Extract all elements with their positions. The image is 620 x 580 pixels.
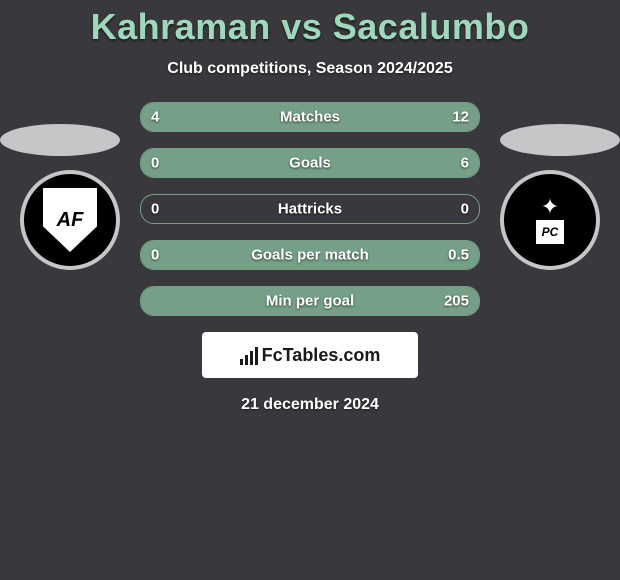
stat-value-left: 0 [151,247,159,264]
bar-chart-icon [240,345,258,365]
stat-label: Min per goal [266,293,354,310]
stat-value-left: 0 [151,201,159,218]
stat-value-right: 6 [461,155,469,172]
stat-label: Hattricks [278,201,342,218]
comparison-date: 21 december 2024 [0,396,620,414]
stat-value-left: 0 [151,155,159,172]
shield-icon: AF [43,188,97,252]
stat-row: 0 Goals 6 [140,148,480,178]
stat-row: 0 Hattricks 0 [140,194,480,224]
stat-label: Matches [280,109,340,126]
stat-row: 4 Matches 12 [140,102,480,132]
stats-panel: 4 Matches 12 0 Goals 6 0 Hattricks 0 0 G… [140,102,480,316]
comparison-title: Kahraman vs Sacalumbo [0,0,620,48]
attribution-brand: FcTables.com [262,345,381,366]
stat-value-right: 0 [461,201,469,218]
stat-label: Goals per match [251,247,369,264]
stat-row: 0 Goals per match 0.5 [140,240,480,270]
stat-label: Goals [289,155,331,172]
team-crest-right: ✦ PC [500,170,600,270]
attribution-badge: FcTables.com [202,332,418,378]
shield-icon: PC [536,220,564,244]
comparison-subtitle: Club competitions, Season 2024/2025 [0,60,620,78]
team-crest-left: AF [20,170,120,270]
stat-value-left: 4 [151,109,159,126]
stat-value-right: 12 [452,109,469,126]
stat-value-right: 205 [444,293,469,310]
stat-row: Min per goal 205 [140,286,480,316]
stat-value-right: 0.5 [448,247,469,264]
pedestal-right [500,124,620,156]
eagle-icon: ✦ [541,196,559,218]
pedestal-left [0,124,120,156]
